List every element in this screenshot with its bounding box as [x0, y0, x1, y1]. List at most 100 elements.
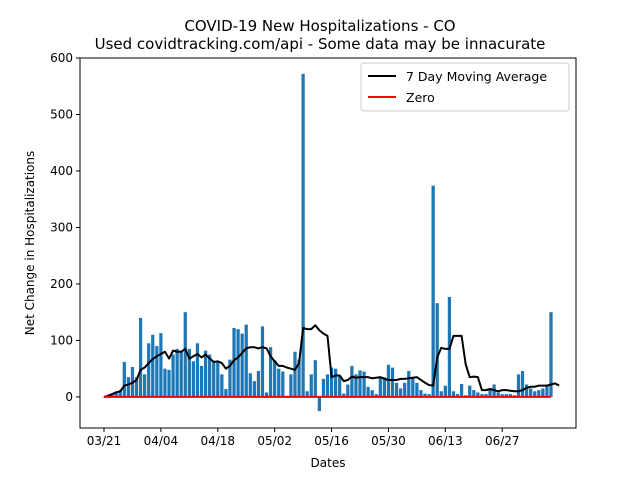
bars-layer	[102, 73, 553, 412]
bar	[301, 73, 305, 397]
bar	[147, 343, 151, 397]
bar	[248, 373, 252, 397]
bar	[224, 389, 228, 397]
x-tick-label: 06/27	[485, 434, 520, 448]
bar	[305, 391, 309, 397]
bar	[309, 374, 313, 397]
bar	[524, 384, 529, 397]
bar	[374, 394, 378, 397]
bar	[313, 360, 317, 397]
lines-layer	[103, 324, 560, 398]
bar	[549, 312, 553, 397]
bar	[317, 396, 321, 412]
x-tick-label: 05/02	[257, 434, 292, 448]
bar	[435, 303, 439, 397]
bar	[488, 389, 492, 397]
bar	[350, 365, 354, 397]
bar	[334, 368, 338, 397]
bar	[325, 374, 330, 397]
x-tick-label: 06/13	[428, 434, 463, 448]
plot-frame	[79, 57, 577, 429]
bar	[362, 371, 366, 397]
bar	[480, 394, 484, 397]
x-tick-label: 04/04	[144, 434, 179, 448]
legend: 7 Day Moving Average Zero	[360, 62, 570, 112]
bar	[110, 394, 114, 397]
bar	[114, 391, 118, 397]
bar	[199, 365, 204, 397]
bar	[484, 394, 488, 397]
bar	[232, 328, 236, 397]
bar	[419, 390, 423, 397]
bar	[195, 343, 200, 397]
bar	[252, 381, 256, 397]
moving-average-line	[103, 324, 560, 398]
bar	[102, 396, 106, 398]
bar	[520, 370, 525, 397]
bar	[358, 370, 362, 397]
bar	[171, 354, 175, 397]
bar	[118, 390, 122, 397]
bar	[260, 326, 265, 397]
bar	[183, 312, 187, 397]
bar	[451, 391, 456, 397]
bar	[472, 390, 476, 397]
bar	[533, 391, 537, 397]
bar	[167, 369, 171, 397]
bar	[289, 374, 293, 397]
bar	[500, 394, 504, 397]
bar	[378, 377, 382, 397]
x-tick-label: 04/18	[200, 434, 235, 448]
bar	[203, 350, 208, 397]
y-tick-label: 100	[50, 333, 73, 347]
bar	[155, 346, 159, 397]
bar	[163, 368, 167, 397]
bar	[159, 333, 163, 397]
bar	[443, 385, 447, 397]
bar	[407, 370, 411, 397]
chart-title: COVID-19 New Hospitalizations - CO	[184, 17, 455, 35]
x-tick-label: 05/16	[314, 434, 349, 448]
y-tick-label: 500	[50, 107, 73, 121]
bar	[366, 386, 370, 397]
bar	[439, 391, 443, 397]
bar	[126, 377, 131, 397]
bar	[394, 382, 399, 397]
bar	[537, 390, 541, 397]
bar	[264, 392, 269, 397]
bar	[277, 368, 281, 397]
x-axis: 03/21 04/04 04/18 05/02 05/16 05/30 06/13 06/27	[87, 428, 520, 448]
bar	[346, 384, 350, 397]
bar	[220, 374, 224, 397]
bar	[151, 334, 155, 397]
bar	[138, 317, 143, 397]
bar	[208, 354, 212, 397]
bar	[244, 324, 248, 397]
x-tick-label: 05/30	[371, 434, 406, 448]
legend-box	[360, 62, 570, 112]
bar	[390, 367, 395, 397]
y-axis-label: Net Change in Hospitalizations	[23, 151, 37, 336]
y-axis: 0 100 200 300 400 500 600	[50, 51, 80, 404]
legend-label-moving-average: 7 Day Moving Average	[406, 69, 547, 84]
y-tick-label: 300	[50, 220, 73, 234]
bar	[354, 374, 358, 397]
bar	[297, 359, 301, 397]
bar	[268, 347, 273, 397]
bar	[423, 393, 427, 397]
bar	[504, 394, 508, 397]
bar	[338, 376, 342, 397]
bar	[415, 382, 419, 397]
bar	[191, 361, 196, 397]
bar	[293, 351, 297, 397]
bar	[212, 361, 216, 397]
bar	[256, 370, 261, 397]
bar	[468, 385, 472, 397]
bar	[431, 185, 435, 397]
bar	[342, 393, 346, 397]
bar	[496, 392, 500, 397]
y-tick-label: 0	[65, 390, 73, 404]
bar	[529, 388, 533, 397]
